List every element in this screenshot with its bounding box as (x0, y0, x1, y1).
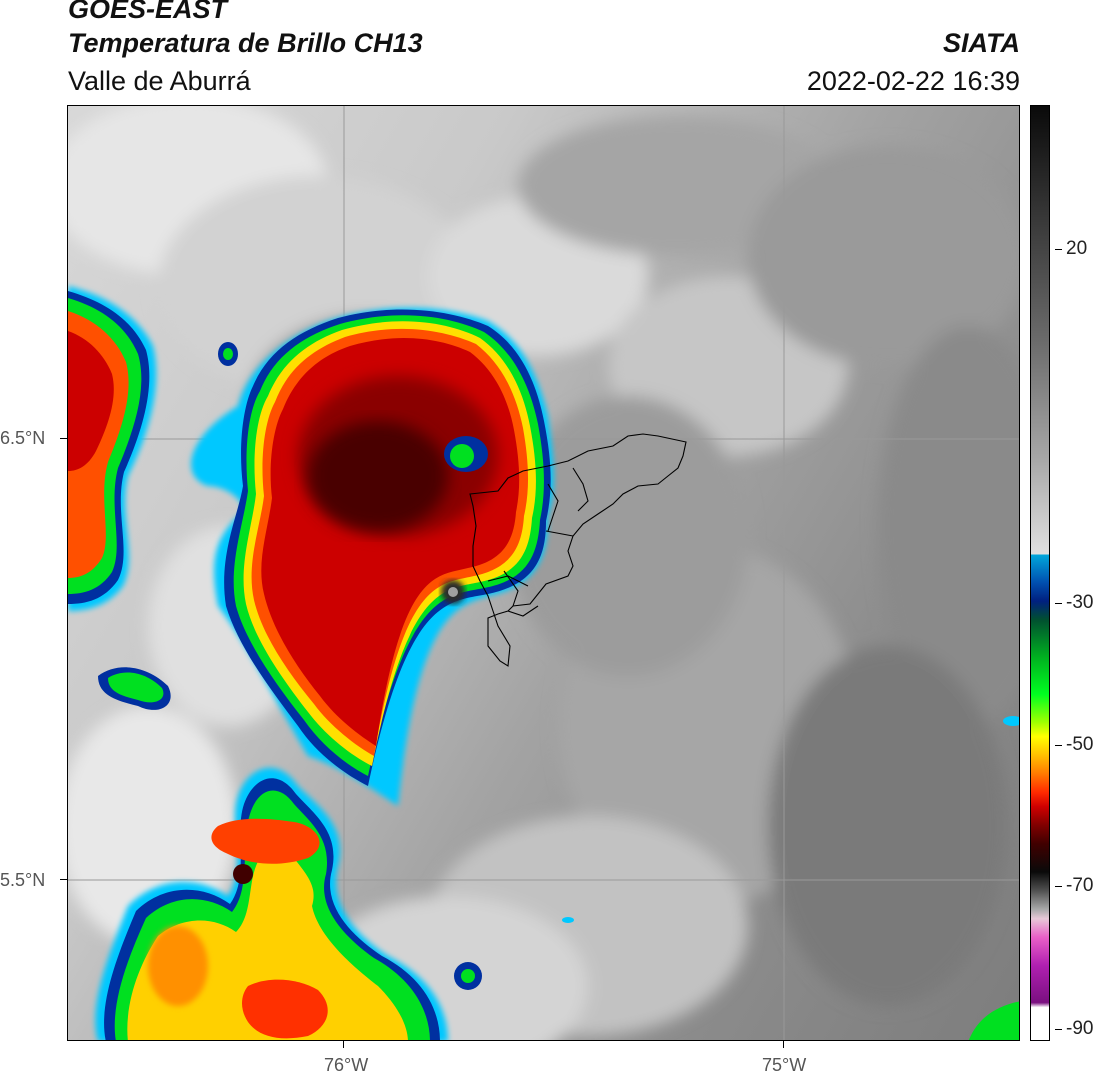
region-subtitle: Valle de Aburrá (68, 66, 251, 96)
lon-tick-75w (783, 1041, 784, 1048)
cloud-texture (68, 106, 1019, 1040)
municipal-boundaries (469, 433, 687, 667)
map-canvas (68, 106, 1019, 1040)
colorbar-tick-minus70: -70 (1054, 875, 1094, 896)
lon-label-76w: 76°W (324, 1055, 369, 1075)
colorbar-tick-minus90: -90 (1054, 1018, 1094, 1039)
product-title: Temperatura de Brillo CH13 (68, 28, 423, 58)
colorbar-tick-minus30: -30 (1054, 592, 1094, 613)
lat-tick-6-5n (60, 438, 67, 439)
lat-label-5-5n: 5.5°N (0, 870, 46, 890)
bottom-left-storm (95, 767, 448, 1040)
temperature-colorbar (1030, 105, 1050, 1041)
lon-tick-76w (343, 1041, 344, 1048)
satellite-title: GOES-EAST (68, 0, 228, 24)
left-storm (68, 286, 157, 611)
lat-label-6-5n: 6.5°N (0, 428, 46, 448)
colorbar-tick-minus50: -50 (1054, 734, 1094, 755)
lon-label-75w: 75°W (762, 1055, 807, 1075)
colorbar-tick-20: 20 (1054, 238, 1088, 259)
institution-label: SIATA (943, 28, 1020, 58)
small-cells (98, 342, 1019, 1040)
satellite-map[interactable] (67, 105, 1020, 1041)
datetime-label: 2022-02-22 16:39 (806, 66, 1020, 96)
lat-tick-5-5n (60, 879, 67, 880)
